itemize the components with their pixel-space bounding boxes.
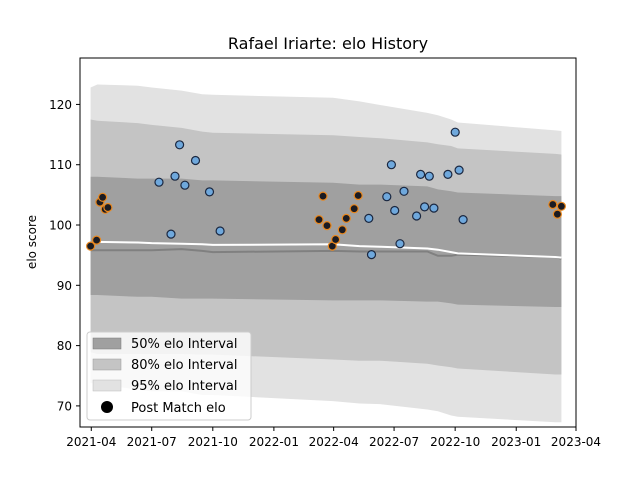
- x-tick-label: 2022-07: [369, 435, 419, 449]
- post-match-elo-point: [175, 140, 185, 150]
- legend-frame: [86, 331, 252, 421]
- post-match-elo-point: [366, 250, 377, 260]
- legend-label-95: 95% elo Interval: [131, 379, 238, 394]
- post-match-elo-point: [337, 225, 347, 235]
- post-match-elo-point: [331, 234, 341, 245]
- post-match-elo-point: [416, 169, 426, 179]
- x-tick-label: 2022-01: [249, 435, 299, 449]
- legend: 50% elo Interval 80% elo Interval 95% el…: [86, 331, 252, 421]
- x-tick-label: 2023-04: [551, 435, 601, 449]
- y-tick-label: 120: [49, 98, 72, 112]
- x-tick-label: 2021-04: [66, 435, 116, 449]
- post-match-elo-point: [97, 192, 108, 202]
- x-tick-label: 2021-07: [127, 435, 177, 449]
- y-tick-label: 70: [57, 399, 72, 413]
- post-match-elo-point: [420, 202, 430, 212]
- y-tick-label: 100: [49, 219, 72, 233]
- post-match-elo-point: [552, 209, 563, 219]
- legend-label-80: 80% elo Interval: [131, 358, 238, 373]
- legend-swatch-50: [92, 337, 122, 350]
- post-match-elo-point: [318, 191, 328, 201]
- post-match-elo-point: [190, 155, 201, 166]
- legend-label-post-match: Post Match elo: [131, 401, 226, 416]
- post-match-elo-point: [215, 226, 225, 236]
- post-match-elo-point: [85, 241, 96, 251]
- x-tick-label: 2022-04: [309, 435, 359, 449]
- post-match-elo-point: [556, 201, 567, 211]
- band-50-interval: [90, 176, 562, 307]
- post-match-elo-point: [390, 205, 400, 216]
- post-match-elo-point: [386, 160, 396, 170]
- post-match-elo-point: [180, 180, 190, 190]
- post-match-elo-point: [458, 215, 468, 225]
- x-tick-label: 2021-10: [188, 435, 238, 449]
- post-match-elo-point: [395, 239, 405, 249]
- legend-marker-post-match: [101, 401, 113, 413]
- post-match-elo-point: [353, 190, 363, 201]
- median-elo-line: [90, 248, 562, 260]
- post-match-elo-point: [170, 171, 180, 181]
- post-match-elo-point: [382, 192, 392, 202]
- post-match-elo-point: [399, 186, 409, 196]
- axes-frame: [79, 57, 577, 428]
- post-match-elo-point: [103, 202, 113, 213]
- x-axis: 2021-04 2021-07 2021-10 2022-01 2022-04 2022-…: [66, 427, 601, 449]
- post-match-elo-point: [424, 171, 434, 181]
- post-match-elo-point: [91, 235, 102, 245]
- post-match-elo-point: [322, 221, 332, 231]
- y-axis-label: elo score: [25, 215, 39, 269]
- post-match-elo-point: [166, 229, 176, 239]
- post-match-elo-point: [341, 213, 351, 223]
- post-match-elo-point: [204, 187, 215, 197]
- y-tick-label: 90: [57, 279, 72, 293]
- post-match-elo-point: [412, 211, 422, 221]
- legend-swatch-95: [92, 379, 122, 392]
- mean-elo-line: [90, 240, 562, 259]
- y-tick-label: 80: [57, 339, 72, 353]
- post-match-elo-point: [314, 215, 324, 225]
- post-match-elo-point: [349, 204, 359, 214]
- post-match-elo-point: [548, 199, 558, 210]
- legend-swatch-80: [92, 358, 122, 371]
- post-match-elo-point: [364, 213, 374, 223]
- chart-title: Rafael Iriarte: elo History: [228, 34, 428, 53]
- legend-label-50: 50% elo Interval: [131, 337, 238, 352]
- post-match-elo-point: [454, 165, 464, 175]
- post-match-elo-point: [154, 177, 164, 187]
- x-tick-label: 2022-10: [430, 435, 480, 449]
- post-match-elo-point: [450, 127, 460, 137]
- y-tick-label: 110: [49, 158, 72, 172]
- x-tick-label: 2023-01: [491, 435, 541, 449]
- y-axis: 70 80 90 100 110 120: [49, 98, 80, 413]
- post-match-elo-point: [443, 169, 453, 179]
- post-match-elo-point: [429, 203, 439, 213]
